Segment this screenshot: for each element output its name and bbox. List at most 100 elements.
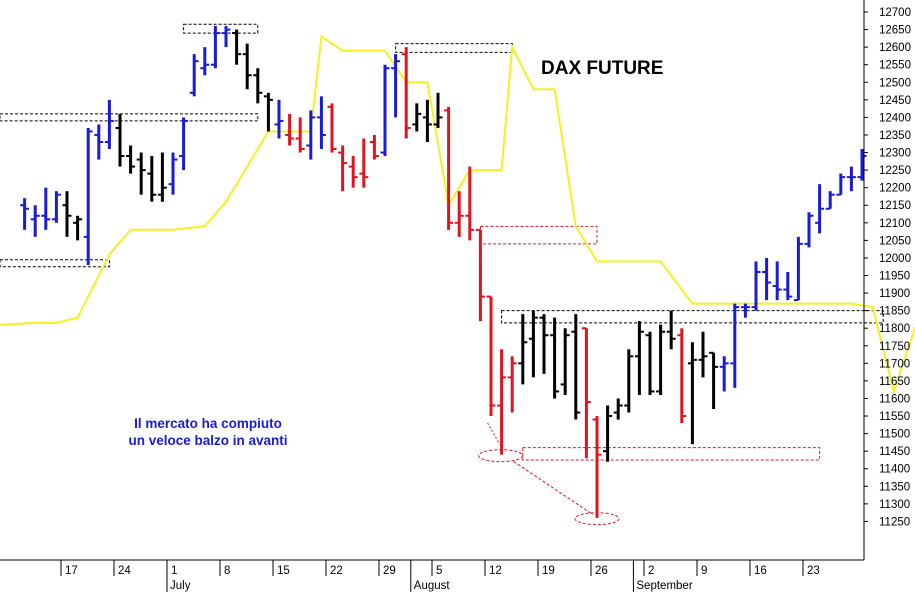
bar-39 xyxy=(454,191,464,237)
x-tick-label-17: 17 xyxy=(65,565,78,577)
y-tick-label-11400: 11400 xyxy=(879,464,910,476)
bar-24 xyxy=(295,117,305,153)
x-tick-label-29: 29 xyxy=(383,565,396,577)
bar-14 xyxy=(189,54,199,97)
y-tick-label-12150: 12150 xyxy=(879,200,911,212)
bar-65 xyxy=(730,303,740,388)
low-ellipse-2 xyxy=(574,512,620,526)
x-tick-label-23: 23 xyxy=(807,565,820,577)
y-tick-label-12450: 12450 xyxy=(879,95,911,107)
annotation-line-1: Il mercato ha compiuto xyxy=(134,416,282,431)
bar-34 xyxy=(401,47,411,139)
x-tick-label-9: 9 xyxy=(701,565,707,577)
y-tick-label-12250: 12250 xyxy=(879,165,911,177)
y-tick-label-11500: 11500 xyxy=(879,429,910,441)
highlight-boxes xyxy=(0,23,884,461)
x-tick-label-22: 22 xyxy=(330,565,343,577)
bar-45 xyxy=(518,314,528,385)
y-tick-label-11600: 11600 xyxy=(879,393,910,405)
y-tick-label-11850: 11850 xyxy=(879,306,910,318)
bar-1 xyxy=(51,191,61,223)
bar-19 xyxy=(242,43,252,90)
y-tick-label-11450: 11450 xyxy=(879,446,910,458)
bar-59 xyxy=(666,310,676,350)
y-tick-label-11550: 11550 xyxy=(879,411,910,423)
y-tick-label-11300: 11300 xyxy=(879,499,910,511)
x-tick-label-19: 19 xyxy=(542,565,555,577)
x-tick-label-1: 1 xyxy=(171,565,177,577)
bar-73 xyxy=(815,184,825,234)
x-tick-label-24: 24 xyxy=(118,565,131,577)
bar-53 xyxy=(603,405,613,462)
y-tick-label-12300: 12300 xyxy=(879,148,911,160)
box-3 xyxy=(395,43,513,53)
bar-11 xyxy=(157,152,167,202)
bar-47 xyxy=(539,314,549,374)
bar-61 xyxy=(687,342,697,445)
bar-60 xyxy=(677,328,687,424)
x-month-label-July: July xyxy=(170,580,191,592)
bar-55 xyxy=(624,349,634,413)
bar-30 xyxy=(359,138,369,188)
box-4 xyxy=(479,225,598,245)
x-tick-label-2: 2 xyxy=(648,565,654,577)
bar-5 xyxy=(94,124,104,160)
bar-28 xyxy=(338,145,348,192)
bar-13 xyxy=(179,117,189,171)
x-tick-label-16: 16 xyxy=(754,565,767,577)
bar-12 xyxy=(168,152,178,195)
y-tick-label-11650: 11650 xyxy=(879,376,910,388)
bar-38 xyxy=(444,106,454,230)
y-tick-label-12200: 12200 xyxy=(879,183,911,195)
bar-58 xyxy=(656,324,666,395)
bar-42 xyxy=(486,295,496,417)
x-tick-label-26: 26 xyxy=(595,565,608,577)
low-pointer xyxy=(487,422,501,445)
bar-16 xyxy=(210,26,220,69)
y-tick-label-12600: 12600 xyxy=(879,42,911,54)
box-2 xyxy=(183,23,259,34)
bar-44 xyxy=(507,356,517,413)
y-tick-label-12500: 12500 xyxy=(879,77,911,89)
x-month-label-September: September xyxy=(636,580,692,592)
bar-2 xyxy=(62,191,72,237)
bar-70 xyxy=(783,271,793,301)
bar--1 xyxy=(30,205,40,237)
bar-7 xyxy=(115,113,125,167)
bar-21 xyxy=(263,92,273,132)
y-tick-label-11950: 11950 xyxy=(879,271,910,283)
y-tick-label-11700: 11700 xyxy=(879,358,910,370)
y-tick-label-11750: 11750 xyxy=(879,341,910,353)
bar-76 xyxy=(846,166,856,192)
bar-33 xyxy=(391,54,401,118)
y-tick-label-11900: 11900 xyxy=(879,288,910,300)
bar-15 xyxy=(200,47,210,76)
y-tick-label-12700: 12700 xyxy=(879,7,911,19)
box-0 xyxy=(0,113,259,122)
chart-title: DAX FUTURE xyxy=(541,58,664,79)
bar-3 xyxy=(73,215,83,241)
y-tick-label-12650: 12650 xyxy=(879,25,911,37)
bar-71 xyxy=(793,236,803,302)
x-tick-label-8: 8 xyxy=(224,565,230,577)
bar-4 xyxy=(83,127,93,265)
bar-51 xyxy=(581,327,591,459)
stop-line-layer xyxy=(0,34,915,395)
bar-31 xyxy=(369,134,379,160)
bar-43 xyxy=(497,349,507,455)
ohlc-bars xyxy=(20,26,867,518)
bar-48 xyxy=(550,317,560,399)
box-6 xyxy=(522,447,821,461)
box-5 xyxy=(501,310,884,324)
bar-25 xyxy=(306,110,316,160)
bar-49 xyxy=(560,328,570,395)
x-tick-label-15: 15 xyxy=(277,565,290,577)
bar-56 xyxy=(634,321,644,395)
bar-40 xyxy=(465,166,475,241)
bar-35 xyxy=(412,103,422,132)
bar-63 xyxy=(709,351,719,410)
y-tick-label-12000: 12000 xyxy=(879,253,911,265)
y-tick-label-12350: 12350 xyxy=(879,130,911,142)
y-tick-label-11800: 11800 xyxy=(879,323,910,335)
